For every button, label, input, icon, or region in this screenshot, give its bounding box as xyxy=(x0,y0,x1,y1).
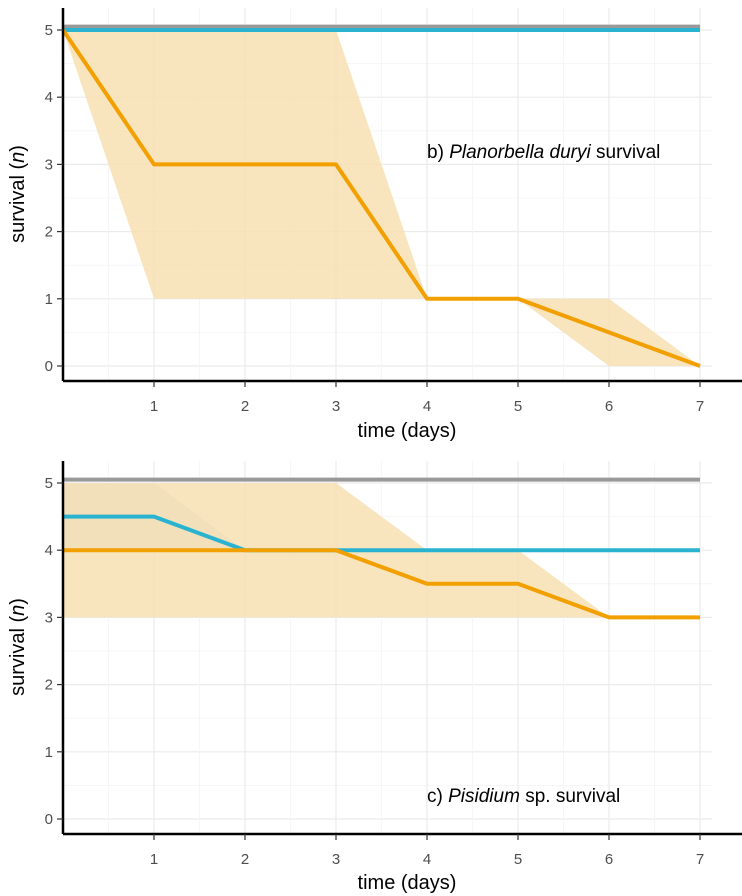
y-tick-label: 3 xyxy=(45,156,53,173)
y-tick-label: 4 xyxy=(45,89,53,106)
y-axis-title: survival (n) xyxy=(7,598,29,696)
x-tick-label: 1 xyxy=(150,398,158,415)
series-line-2 xyxy=(63,514,700,553)
x-axis-title: time (days) xyxy=(358,420,457,442)
series-line-3 xyxy=(61,28,701,368)
x-tick-label: 4 xyxy=(423,398,431,415)
x-tick-label: 7 xyxy=(696,851,704,868)
y-tick-label: 1 xyxy=(45,744,53,761)
x-tick-label: 6 xyxy=(605,398,613,415)
y-tick-label: 2 xyxy=(45,224,53,241)
x-tick-label: 7 xyxy=(696,398,704,415)
y-tick-label: 1 xyxy=(45,291,53,308)
x-tick-label: 5 xyxy=(514,851,522,868)
x-tick-label: 4 xyxy=(423,851,431,868)
chart-panel-1: 0 1 2 3 4 5 1 2 3 4 5 6 7 time (days) survival (n) b) P… xyxy=(7,8,742,442)
x-tick-label: 3 xyxy=(332,398,340,415)
y-tick-label: 3 xyxy=(45,609,53,626)
y-tick-label: 0 xyxy=(45,358,53,375)
x-tick-label: 3 xyxy=(332,851,340,868)
y-tick-label: 5 xyxy=(45,475,53,492)
panel-annotation: c) Pisidium sp. survival xyxy=(427,786,620,807)
x-axis-title: time (days) xyxy=(358,872,457,894)
y-tick-label: 2 xyxy=(45,677,53,694)
x-tick-label: 5 xyxy=(514,398,522,415)
y-tick-label: 4 xyxy=(45,542,53,559)
y-tick-label: 0 xyxy=(45,811,53,828)
x-tick-label: 2 xyxy=(241,851,249,868)
y-tick-label: 5 xyxy=(45,22,53,39)
panel-annotation: b) Planorbella duryi survival xyxy=(427,142,660,163)
y-axis-title: survival (n) xyxy=(7,145,29,243)
x-tick-label: 6 xyxy=(605,851,613,868)
chart-panel-2: 0 1 2 3 4 5 1 2 3 4 5 6 7 time (days) survival (n) c) P… xyxy=(7,461,742,894)
x-tick-label: 1 xyxy=(150,851,158,868)
series-line-3 xyxy=(63,548,700,620)
confidence-band-1 xyxy=(63,30,700,366)
x-tick-label: 2 xyxy=(241,398,249,415)
